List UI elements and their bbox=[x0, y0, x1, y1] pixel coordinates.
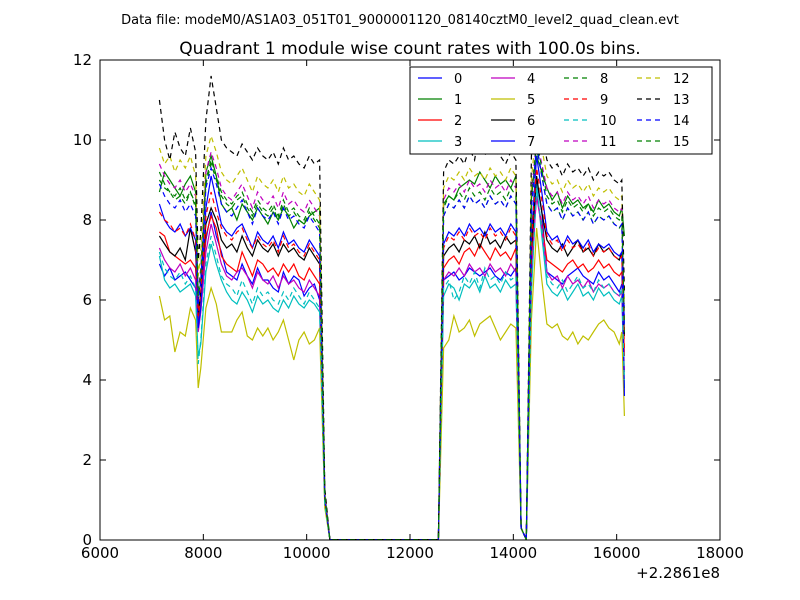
x-tick-label: 16000 bbox=[593, 544, 641, 562]
y-tick-label: 2 bbox=[82, 451, 92, 469]
x-offset-label: +2.2861e8 bbox=[636, 564, 720, 582]
x-tick-label: 8000 bbox=[184, 544, 222, 562]
series-line-14 bbox=[158, 143, 625, 541]
x-tick-label: 12000 bbox=[386, 544, 434, 562]
y-tick-label: 6 bbox=[82, 291, 92, 309]
y-tick-label: 8 bbox=[82, 211, 92, 229]
legend-label-3: 3 bbox=[454, 135, 462, 150]
x-tick-label: 14000 bbox=[489, 544, 537, 562]
series-line-1 bbox=[158, 153, 625, 541]
x-tick-label: 10000 bbox=[283, 544, 331, 562]
series-line-6 bbox=[158, 175, 625, 541]
legend-label-7: 7 bbox=[527, 135, 535, 150]
legend-label-8: 8 bbox=[600, 72, 608, 87]
y-tick-label: 4 bbox=[82, 371, 92, 389]
y-tick-label: 10 bbox=[73, 131, 92, 149]
series-line-7 bbox=[158, 155, 625, 541]
legend-label-6: 6 bbox=[527, 114, 535, 129]
legend-label-14: 14 bbox=[673, 114, 690, 129]
series-line-15 bbox=[158, 139, 625, 541]
legend-label-2: 2 bbox=[454, 114, 462, 129]
x-tick-label: 18000 bbox=[696, 544, 744, 562]
legend-label-15: 15 bbox=[673, 135, 690, 150]
axes-ticks: 6000 8000 10000 12000 14000 16000 180000246810… bbox=[73, 51, 744, 562]
legend-label-11: 11 bbox=[600, 135, 617, 150]
chart-title: Quadrant 1 module wise count rates with … bbox=[179, 39, 640, 59]
series-line-2 bbox=[159, 195, 625, 541]
legend-label-9: 9 bbox=[600, 93, 608, 108]
x-tick-label: 6000 bbox=[81, 544, 119, 562]
legend-label-13: 13 bbox=[673, 93, 690, 108]
series-line-5 bbox=[158, 227, 625, 541]
series-line-9 bbox=[158, 167, 625, 541]
series-line-8 bbox=[158, 147, 625, 541]
suptitle: Data file: modeM0/AS1A03_051T01_90000011… bbox=[121, 13, 679, 28]
series-line-4 bbox=[158, 195, 625, 541]
legend-label-4: 4 bbox=[527, 72, 535, 87]
series-line-11 bbox=[158, 139, 625, 541]
legend-label-0: 0 bbox=[454, 72, 462, 87]
series-line-10 bbox=[158, 187, 625, 541]
y-tick-label: 12 bbox=[73, 51, 92, 69]
legend-box bbox=[409, 66, 713, 155]
plot-frame bbox=[99, 59, 721, 541]
legend-label-10: 10 bbox=[600, 114, 617, 129]
legend-label-12: 12 bbox=[673, 72, 690, 87]
legend-label-1: 1 bbox=[454, 93, 462, 108]
legend-label-5: 5 bbox=[527, 93, 535, 108]
y-tick-label: 0 bbox=[82, 531, 92, 549]
